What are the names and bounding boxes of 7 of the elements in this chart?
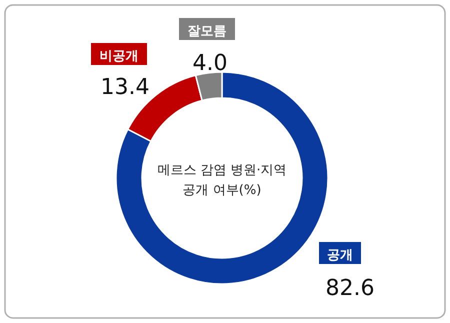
data-label: 13.4 — [100, 75, 150, 100]
slice-label: 비공개 — [100, 49, 138, 64]
slice-label: 공개 — [327, 248, 353, 263]
text: 메르스 감염 병원·지역 공개 여부(%) — [157, 163, 287, 198]
data-label: 82.6 — [326, 276, 374, 301]
slice-label: 잘모름 — [188, 24, 226, 39]
data-label: 4.0 — [192, 51, 228, 76]
